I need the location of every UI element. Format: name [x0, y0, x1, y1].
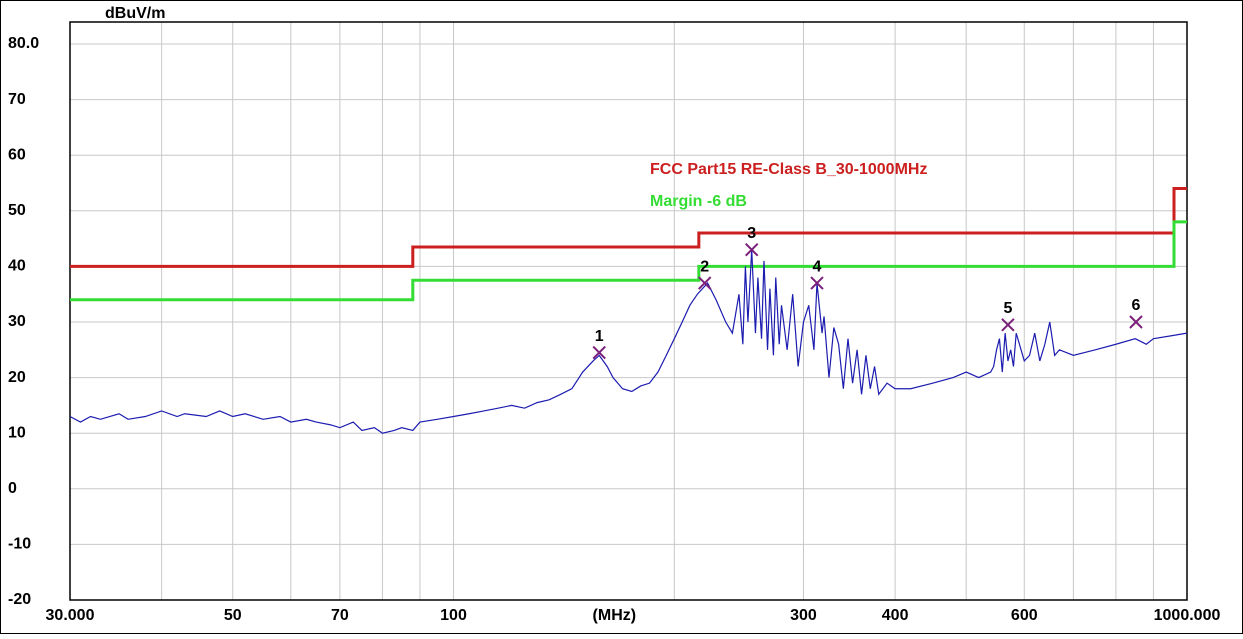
marker-label: 3 [747, 225, 756, 242]
marker-label: 1 [595, 328, 604, 345]
x-tick-label: 1000.000 [1154, 607, 1221, 624]
marker-label: 5 [1003, 300, 1012, 317]
marker [1001, 318, 1015, 332]
y-tick-label: -20 [8, 591, 31, 608]
plot-frame [69, 21, 1188, 601]
legend-label: Margin -6 dB [650, 193, 747, 210]
x-tick-label: 70 [331, 607, 349, 624]
y-tick-label: 60 [8, 146, 26, 163]
x-tick-label: 600 [1011, 607, 1038, 624]
marker-label: 2 [700, 258, 709, 275]
y-tick-label: 10 [8, 424, 26, 441]
marker [697, 276, 712, 290]
x-tick-label: 400 [882, 607, 909, 624]
series-line [70, 220, 1187, 302]
y-tick-label: 30 [8, 313, 26, 330]
marker-label: 6 [1132, 297, 1141, 314]
marker [592, 345, 606, 360]
series-line [70, 187, 1187, 268]
marker [1129, 315, 1143, 329]
x-tick-label: 300 [790, 607, 817, 624]
y-tick-label: 70 [8, 91, 26, 108]
y-tick-label: 0 [8, 480, 17, 497]
series-line [69, 249, 1188, 434]
x-tick-label: 100 [440, 607, 467, 624]
y-tick-label: -10 [8, 536, 31, 553]
marker-label: 4 [813, 258, 822, 275]
y-tick-label: 80.0 [8, 35, 39, 52]
y-tick-label: 20 [8, 369, 26, 386]
x-tick-label: 30.000 [46, 607, 95, 624]
legend-label: FCC Part15 RE-Class B_30-1000MHz [650, 161, 927, 178]
y-tick-label: 50 [8, 202, 26, 219]
y-tick-label: 40 [8, 258, 26, 275]
marker [745, 243, 759, 257]
x-tick-label: 50 [224, 607, 242, 624]
x-unit: (MHz) [593, 607, 637, 624]
marker [810, 276, 824, 290]
y-unit: dBuV/m [105, 5, 165, 22]
